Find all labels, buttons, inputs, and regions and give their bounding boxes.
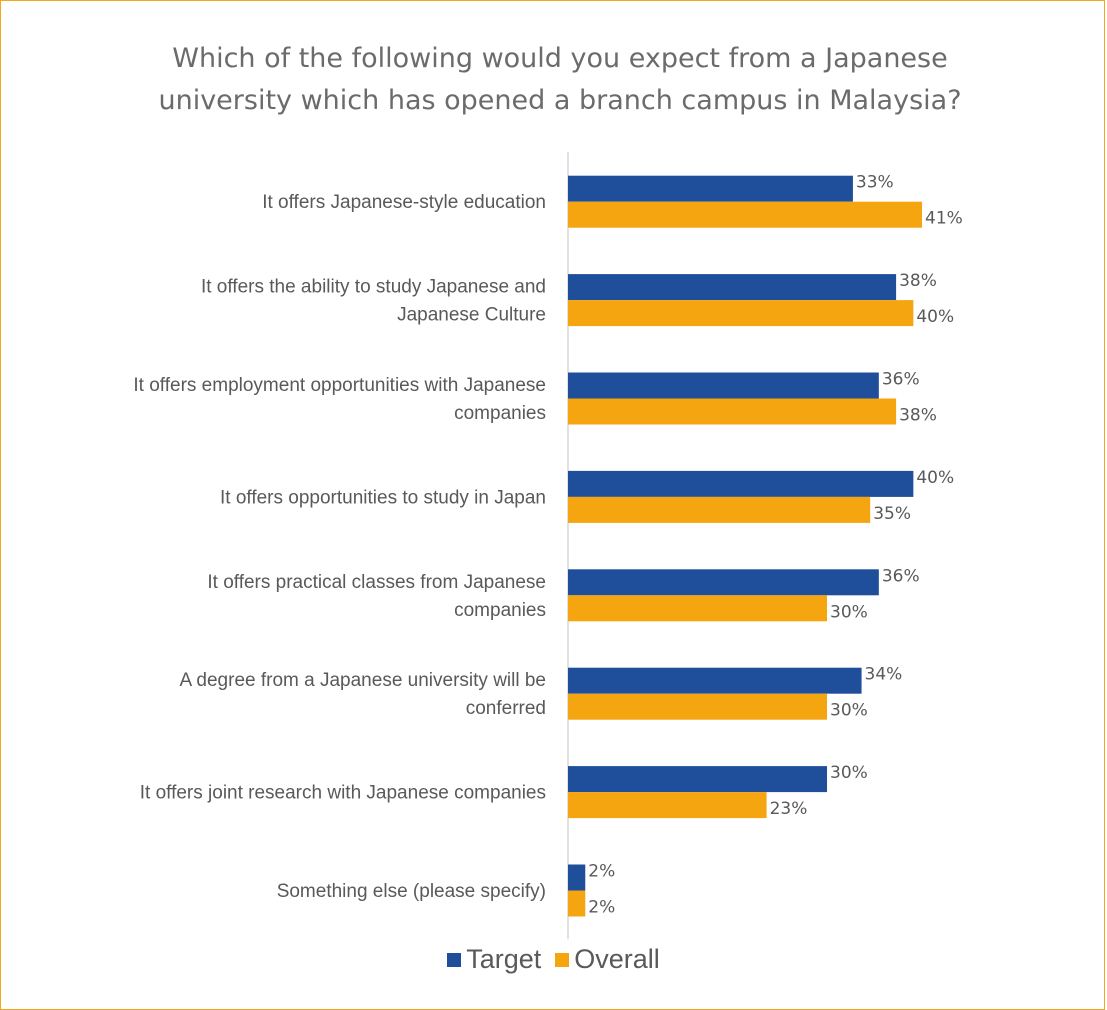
data-label-overall: 30%: [830, 701, 868, 721]
legend-label-target: Target: [466, 944, 542, 974]
data-label-overall: 38%: [899, 406, 937, 426]
bar-overall: [568, 693, 828, 720]
category-label: It offers the ability to study Japanese …: [201, 277, 546, 298]
bar-overall: [568, 398, 897, 425]
bar-target: [568, 175, 853, 202]
data-label-target: 33%: [856, 173, 894, 193]
data-label-overall: 23%: [770, 799, 808, 819]
bar-target: [568, 667, 862, 694]
bar-target: [568, 470, 914, 497]
bar-overall: [568, 595, 828, 622]
bar-overall: [568, 496, 871, 523]
data-label-overall: 2%: [588, 898, 615, 918]
category-label: Something else (please specify): [277, 881, 546, 902]
category-label: It offers practical classes from Japanes…: [207, 572, 546, 593]
legend-swatch-target: [447, 952, 462, 967]
bar-target: [568, 569, 879, 596]
category-label: It offers joint research with Japanese c…: [140, 783, 546, 804]
chart-title-line-2: university which has opened a branch cam…: [158, 85, 962, 116]
data-label-target: 40%: [916, 468, 954, 488]
data-label-overall: 35%: [873, 504, 911, 524]
data-label-target: 36%: [882, 370, 920, 390]
data-label-overall: 30%: [830, 602, 868, 622]
bar-overall: [568, 300, 914, 327]
category-label: conferred: [466, 698, 546, 719]
category-label: companies: [454, 600, 546, 621]
data-label-target: 38%: [899, 271, 937, 291]
bar-overall: [568, 890, 586, 917]
data-label-overall: 41%: [925, 209, 963, 229]
category-label: A degree from a Japanese university will…: [180, 670, 546, 691]
category-label: Japanese Culture: [397, 305, 546, 326]
data-label-overall: 40%: [916, 307, 954, 327]
chart-legend: Target Overall: [0, 944, 1107, 975]
category-label: It offers employment opportunities with …: [133, 375, 546, 396]
legend-label-overall: Overall: [574, 944, 660, 974]
chart-title: Which of the following would you expect …: [0, 38, 1107, 122]
bar-overall: [568, 792, 767, 819]
legend-swatch-overall: [555, 952, 570, 967]
data-label-target: 2%: [588, 862, 615, 882]
legend-item-overall: Overall: [555, 944, 660, 975]
bar-target: [568, 372, 879, 399]
bar-target: [568, 766, 828, 793]
data-label-target: 34%: [865, 665, 903, 685]
chart-title-line-1: Which of the following would you expect …: [172, 43, 948, 74]
legend-item-target: Target: [447, 944, 541, 975]
data-label-target: 36%: [882, 566, 920, 586]
bar-target: [568, 864, 586, 891]
category-label: It offers Japanese-style education: [262, 192, 546, 213]
category-label: companies: [454, 403, 546, 424]
category-label: It offers opportunities to study in Japa…: [220, 487, 546, 508]
bar-overall: [568, 201, 922, 228]
bar-target: [568, 274, 897, 301]
data-label-target: 30%: [830, 763, 868, 783]
